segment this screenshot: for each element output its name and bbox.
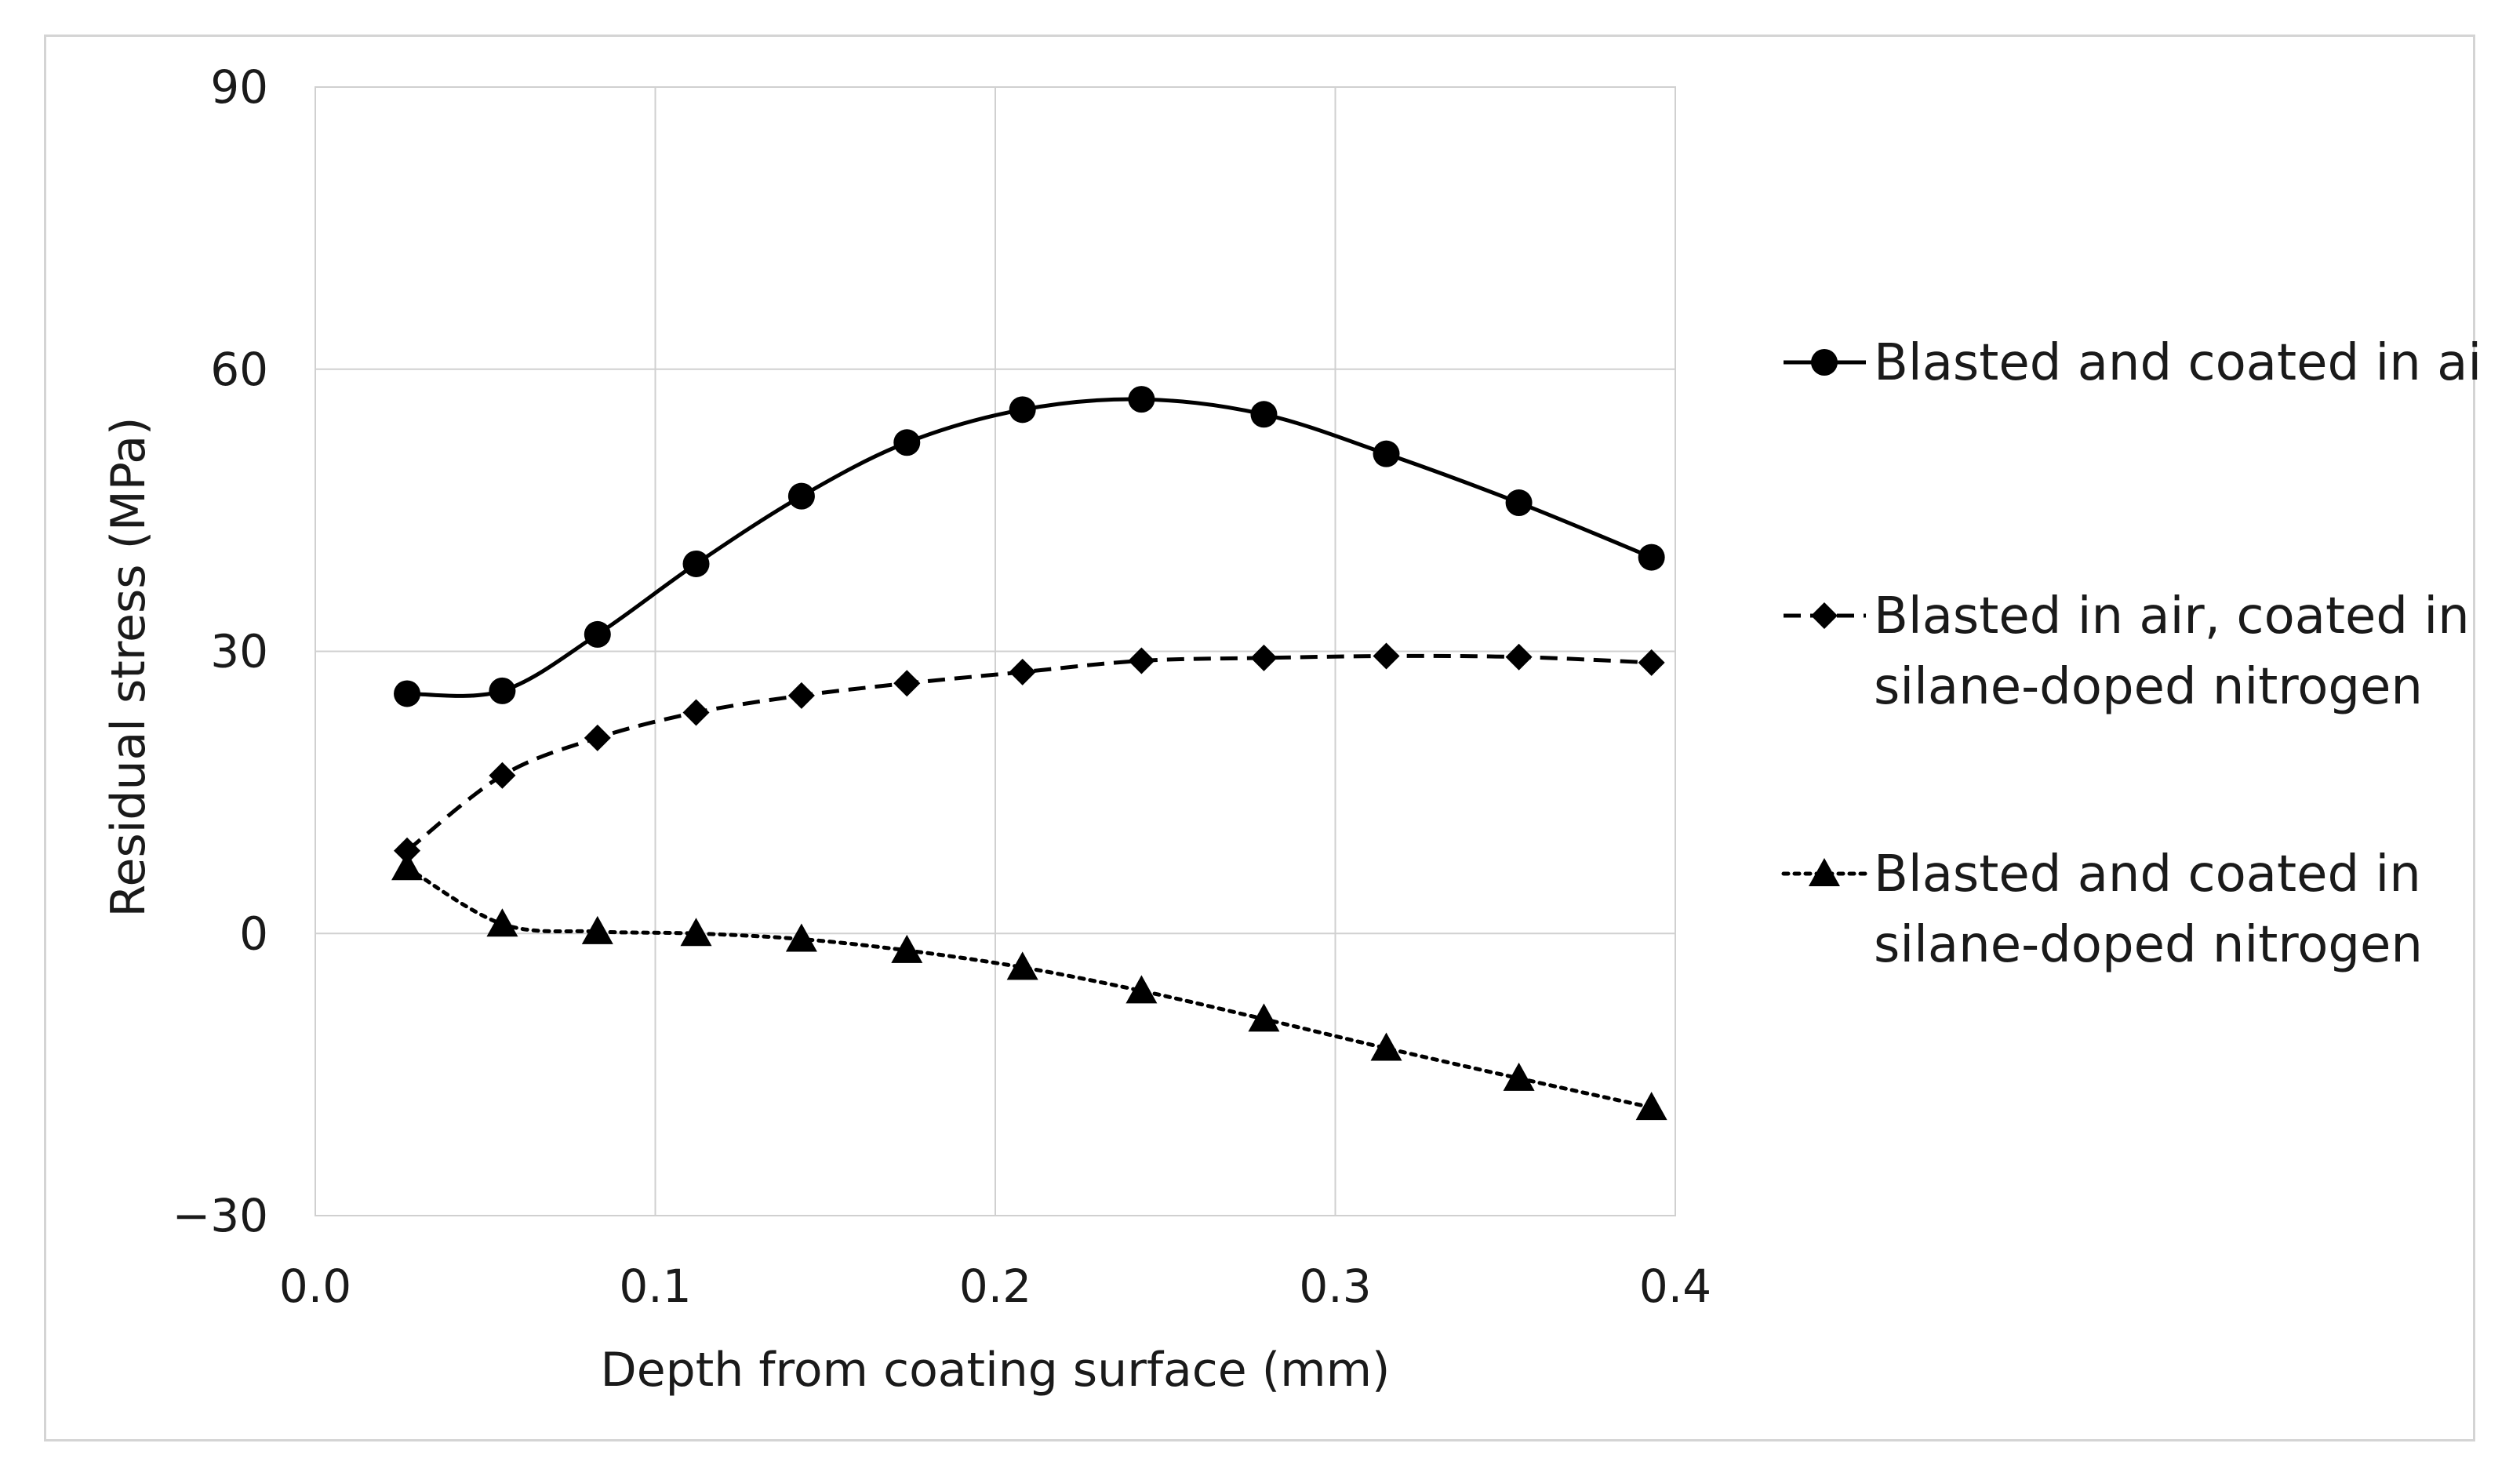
legend-swatch-marker [1811, 349, 1838, 376]
series-layer [391, 386, 1667, 1121]
series-point-nitrogen [1503, 1062, 1535, 1091]
chart-frame: 0.0 0.1 0.2 0.3 0.4 −30 0 30 60 90 Depth from coa… [44, 35, 2478, 1441]
axes-layer [315, 86, 1676, 1216]
series-point-nitrogen [1125, 975, 1158, 1004]
series-point-nitrogen [891, 934, 923, 963]
series-point-air [1250, 401, 1278, 428]
series-point-mixed [893, 670, 921, 697]
series-point-mixed [1505, 643, 1533, 671]
series-point-nitrogen [1635, 1092, 1667, 1121]
series-point-air [1638, 544, 1665, 571]
legend-label: Blasted and coated in [1874, 845, 2421, 903]
series-point-nitrogen [581, 915, 613, 944]
chart-svg: 0.0 0.1 0.2 0.3 0.4 −30 0 30 60 90 Depth from coa… [101, 60, 2478, 1398]
series-point-mixed [1128, 647, 1155, 674]
series-line-nitrogen [405, 865, 1654, 1110]
series-point-air [1373, 440, 1400, 467]
series-point-nitrogen [1006, 951, 1038, 980]
series-point-nitrogen [785, 923, 817, 952]
legend-item-mixed: Blasted in air, coated in silane-doped ni… [1784, 587, 2470, 716]
series-point-air [682, 550, 710, 577]
series-point-air [1505, 489, 1533, 517]
legend: Blasted and coated in air Blasted in air,… [1781, 334, 2478, 974]
legend-label: silane-doped nitrogen [1874, 658, 2423, 716]
series-point-air [1009, 396, 1036, 424]
series-point-mixed [1638, 649, 1665, 676]
y-axis-title: Residual stress (MPa) [101, 417, 156, 918]
x-tick-label: 0.3 [1299, 1260, 1371, 1313]
legend-item-air: Blasted and coated in air [1784, 334, 2478, 392]
x-tick-label: 0.1 [619, 1260, 691, 1313]
legend-label: Blasted and coated in air [1874, 334, 2478, 392]
y-tick-label: −30 [173, 1189, 268, 1242]
series-point-air [584, 620, 611, 648]
grid-layer [315, 86, 1676, 1216]
series-point-mixed [1250, 644, 1278, 671]
y-tick-label: 90 [210, 60, 268, 114]
series-point-air [394, 680, 421, 707]
y-tick-label: 30 [210, 625, 268, 678]
series-point-nitrogen [680, 918, 712, 947]
x-tick-label: 0.4 [1639, 1260, 1711, 1313]
series-line-mixed [405, 653, 1652, 853]
x-axis-title: Depth from coating surface (mm) [601, 1343, 1391, 1398]
series-point-mixed [489, 762, 516, 789]
legend-label: silane-doped nitrogen [1874, 916, 2423, 974]
series-point-mixed [787, 682, 815, 709]
series-point-air [787, 482, 815, 510]
series-point-air [1128, 386, 1155, 413]
series-point-mixed [682, 699, 710, 726]
series-point-air [893, 429, 921, 456]
legend-item-nitrogen: Blasted and coated in silane-doped nitrog… [1781, 845, 2423, 974]
series-point-air [489, 677, 516, 704]
series-point-mixed [1373, 642, 1400, 670]
series-point-nitrogen [486, 908, 518, 937]
x-tick-label: 0.2 [959, 1260, 1031, 1313]
y-tick-label: 60 [210, 343, 268, 396]
plot-area-border [315, 86, 1676, 1216]
legend-swatch-marker [1809, 858, 1840, 886]
tick-layer: 0.0 0.1 0.2 0.3 0.4 −30 0 30 60 90 [173, 60, 1712, 1313]
legend-label: Blasted in air, coated in [1874, 587, 2470, 645]
x-tick-label: 0.0 [279, 1260, 351, 1313]
legend-swatch-marker [1811, 602, 1838, 629]
series-point-nitrogen [391, 852, 424, 881]
series-point-nitrogen [1248, 1003, 1280, 1032]
series-point-mixed [1009, 658, 1036, 685]
y-tick-label: 0 [239, 907, 268, 960]
series-point-mixed [584, 724, 611, 751]
series-point-mixed [394, 837, 421, 864]
series-point-nitrogen [1370, 1032, 1402, 1061]
